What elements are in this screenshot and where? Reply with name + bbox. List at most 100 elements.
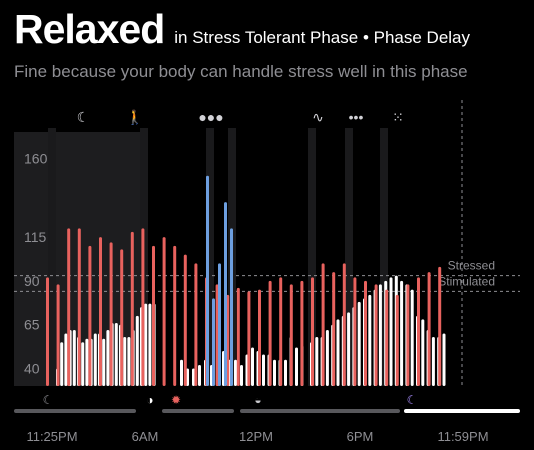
stress-bar (93, 333, 97, 386)
activity-band (308, 128, 316, 386)
sunrise-icon: ◑ (146, 393, 153, 407)
dots-circle-icon: ••• (349, 109, 364, 125)
stress-bar (251, 347, 254, 386)
stress-bar (106, 329, 110, 386)
header: Relaxed in Stress Tolerant Phase • Phase… (14, 6, 524, 82)
stress-bar (438, 266, 442, 386)
stress-bar (421, 319, 425, 386)
stress-bar (442, 333, 446, 386)
x-tick-label: 6PM (347, 429, 374, 444)
stress-bar (144, 303, 148, 386)
stress-bar (427, 272, 431, 386)
grid-dots-icon: ⁙ (392, 109, 404, 125)
stress-bar (240, 364, 243, 386)
stress-bar (389, 277, 393, 386)
x-tick-label: 11:59PM (437, 429, 488, 444)
y-tick-label: 65 (24, 317, 40, 333)
stress-bar (88, 245, 92, 386)
moon-icon: ☾ (407, 393, 418, 407)
stress-bar (262, 354, 265, 386)
stress-bar (364, 280, 367, 386)
stress-bar (192, 368, 195, 386)
activity-band (345, 128, 353, 386)
stress-bar (347, 312, 351, 386)
stress-bar (130, 231, 134, 386)
stress-bar (215, 284, 219, 386)
stress-bar (114, 322, 118, 386)
stress-bar (148, 303, 152, 386)
stress-bar (311, 277, 314, 386)
stress-bar (374, 284, 378, 386)
stress-bar (336, 319, 340, 386)
stress-bar (173, 245, 177, 386)
stress-bar (315, 336, 319, 386)
stress-bar (99, 237, 102, 386)
stress-bar (127, 336, 131, 386)
sunset-icon: ◒ (254, 393, 261, 407)
stress-bar (194, 263, 198, 386)
y-tick-label: 90 (24, 273, 40, 289)
stress-bar (206, 175, 209, 386)
stress-bar (67, 228, 71, 386)
stress-bar (247, 291, 251, 386)
activity-band (48, 128, 56, 386)
page-title: Relaxed (14, 6, 165, 52)
y-tick-label: 115 (24, 229, 47, 245)
title-row: Relaxed in Stress Tolerant Phase • Phase… (14, 6, 524, 53)
phase-subtitle: in Stress Tolerant Phase • Phase Delay (174, 28, 471, 47)
group-walking-icon: ●●● (198, 109, 223, 125)
stress-bar (141, 228, 145, 386)
stress-bar (395, 294, 399, 386)
stress-bar (357, 301, 361, 386)
timeline-segment-night (14, 409, 136, 413)
stress-bar (85, 338, 89, 386)
stress-bar (162, 237, 166, 386)
stress-bar (268, 280, 272, 386)
stress-bar (406, 284, 410, 386)
stress-bar (46, 277, 49, 386)
status-description: Fine because your body can handle stress… (14, 62, 468, 81)
stress-bar (120, 249, 124, 386)
stress-bar (102, 338, 106, 386)
stress-bar (353, 277, 357, 386)
moon-icon: ☾ (43, 393, 54, 407)
heart-rate-icon: ∿ (312, 109, 324, 125)
stress-bar (295, 347, 298, 386)
stress-bar (218, 263, 221, 386)
x-tick-label: 11:25PM (26, 429, 77, 444)
stress-bar (284, 359, 287, 386)
stress-bar (60, 342, 64, 386)
y-tick-label: 160 (24, 150, 48, 166)
stress-bar (183, 254, 187, 386)
stress-bar (342, 263, 346, 386)
timeline-segment-afternoon (240, 409, 400, 413)
activity-band (380, 128, 388, 386)
stress-bar (417, 277, 420, 386)
stress-bar (385, 289, 389, 386)
stress-bar (198, 364, 201, 386)
timeline-segment-current (404, 409, 520, 413)
walking-icon: 🚶 (126, 109, 143, 126)
stress-bar (234, 359, 237, 386)
stress-bar (258, 289, 261, 386)
stress-bar (81, 342, 85, 386)
stress-bar (400, 280, 404, 386)
x-tick-label: 12PM (239, 429, 273, 444)
stress-bar (56, 284, 60, 386)
reference-line-label: Stimulated (438, 274, 495, 288)
stress-bar (431, 336, 435, 386)
y-tick-label: 40 (24, 360, 40, 376)
stress-bar (180, 359, 183, 386)
stress-bar (72, 329, 76, 386)
stress-bar (236, 287, 240, 386)
stress-bar (123, 336, 127, 386)
stress-bar (152, 245, 155, 386)
stress-bar (332, 272, 336, 386)
stress-bar (64, 333, 68, 386)
stress-bar (212, 298, 215, 386)
stress-bar (109, 242, 113, 386)
stress-bar (300, 280, 304, 386)
sun-icon: ✹ (171, 393, 181, 407)
stress-bar (378, 284, 382, 386)
